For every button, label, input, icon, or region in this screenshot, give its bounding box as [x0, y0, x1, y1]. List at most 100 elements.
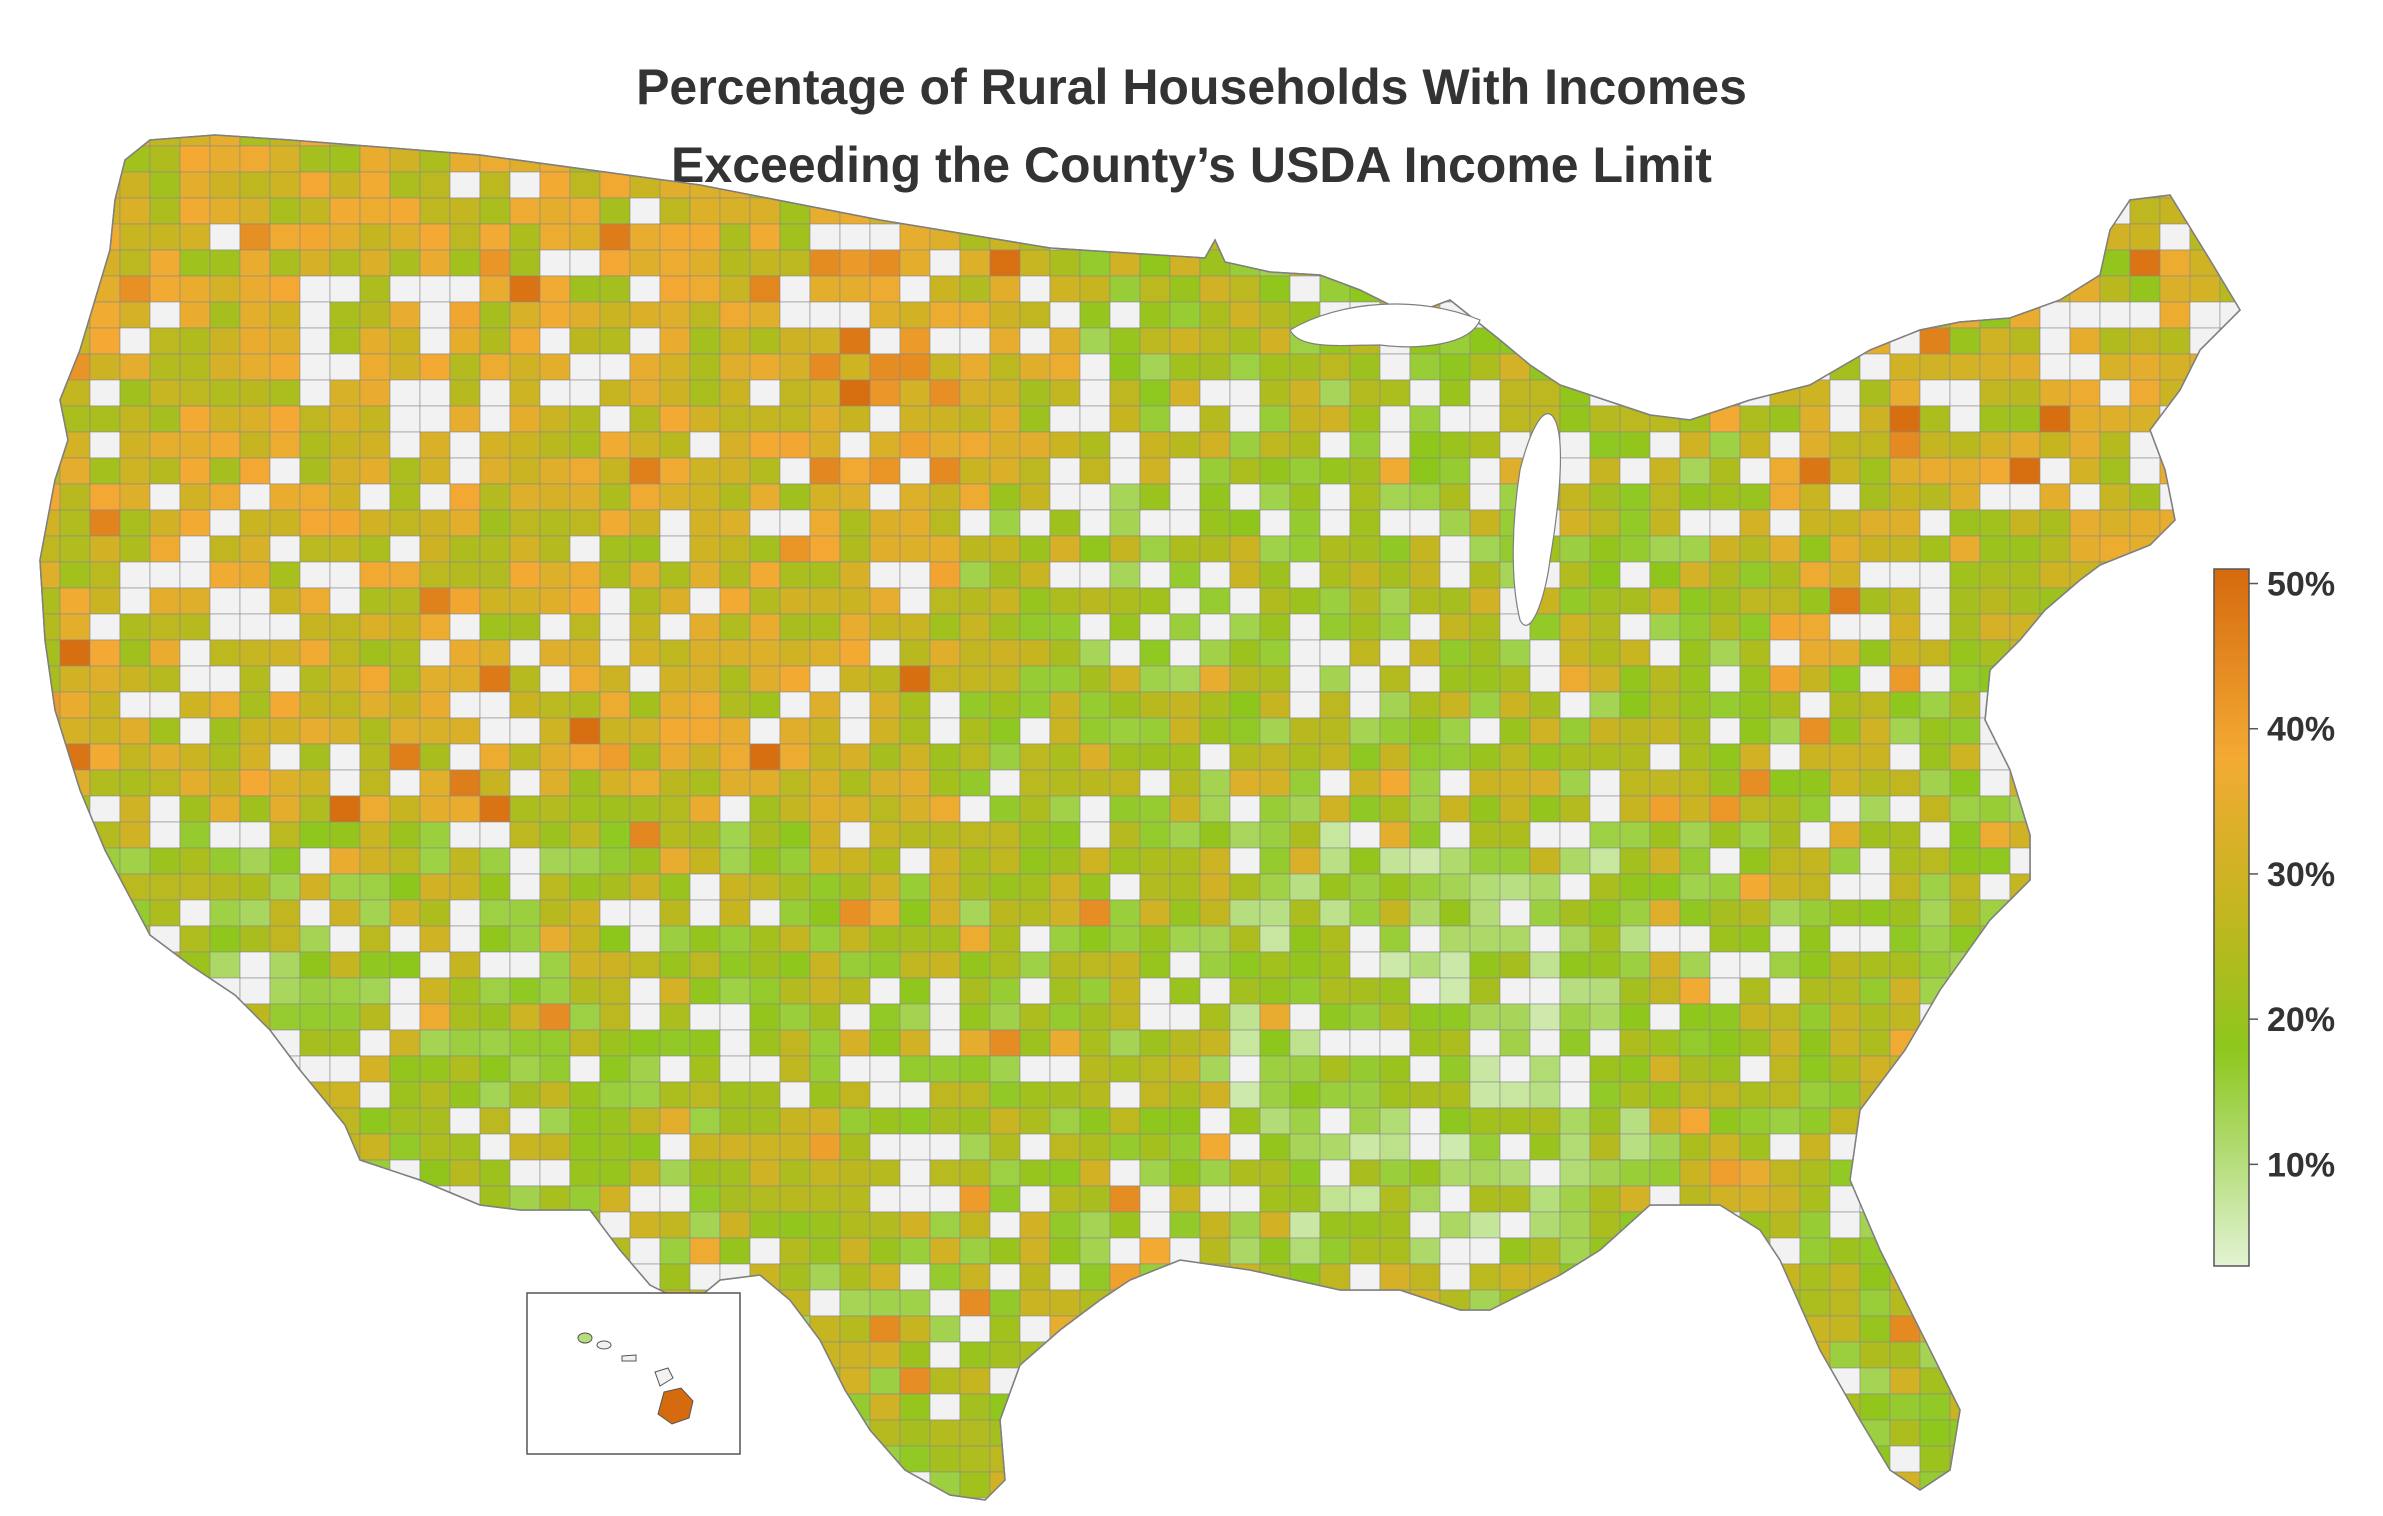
- county-cell: [1289, 1419, 1321, 1447]
- county-cell: [629, 1237, 661, 1265]
- county-cell: [1559, 847, 1591, 875]
- county-cell: [1709, 1497, 1741, 1500]
- county-cell: [359, 1055, 391, 1083]
- county-cell: [2129, 1003, 2161, 1031]
- county-cell: [1649, 1315, 1681, 1343]
- county-cell: [809, 1133, 841, 1161]
- county-cell: [989, 977, 1021, 1005]
- county-cell: [1919, 613, 1951, 641]
- county-cell: [1229, 1315, 1261, 1343]
- county-cell: [1109, 717, 1141, 745]
- county-cell: [239, 1367, 271, 1395]
- county-cell: [539, 197, 571, 225]
- county-cell: [179, 743, 211, 771]
- county-cell: [959, 1211, 991, 1239]
- county-cell: [839, 769, 871, 797]
- county-cell: [1979, 483, 2011, 511]
- county-cell: [2099, 353, 2131, 381]
- county-cell: [2129, 509, 2161, 537]
- county-cell: [299, 1393, 331, 1421]
- county-cell: [1349, 1471, 1381, 1499]
- county-cell: [899, 1497, 931, 1500]
- county-cell: [1049, 431, 1081, 459]
- county-cell: [1589, 977, 1621, 1005]
- county-cell: [2189, 1341, 2221, 1369]
- county-cell: [2250, 354, 2280, 380]
- county-cell: [59, 899, 91, 927]
- county-cell: [1739, 135, 1771, 147]
- county-cell: [1979, 353, 2011, 381]
- county-cell: [149, 1133, 181, 1161]
- county-cell: [1979, 275, 2011, 303]
- county-cell: [809, 1211, 841, 1239]
- county-cell: [659, 1107, 691, 1135]
- county-cell: [989, 145, 1021, 173]
- county-cell: [1559, 639, 1591, 667]
- county-cell: [1589, 327, 1621, 355]
- county-cell: [1469, 1289, 1501, 1317]
- county-cell: [1859, 405, 1891, 433]
- county-cell: [1019, 457, 1051, 485]
- county-cell: [869, 1471, 901, 1499]
- county-cell: [1649, 535, 1681, 563]
- county-cell: [1409, 613, 1441, 641]
- county-cell: [239, 899, 271, 927]
- county-cell: [1859, 1315, 1891, 1343]
- county-cell: [119, 1419, 151, 1447]
- county-cell: [1199, 327, 1231, 355]
- county-cell: [1679, 587, 1711, 615]
- county-cell: [2009, 743, 2041, 771]
- county-cell: [1709, 1237, 1741, 1265]
- county-cell: [1979, 1393, 2011, 1421]
- county-cell: [1199, 431, 1231, 459]
- county-cell: [779, 1211, 811, 1239]
- county-cell: [1559, 1497, 1591, 1500]
- county-cell: [1679, 275, 1711, 303]
- county-cell: [629, 847, 661, 875]
- county-cell: [1919, 483, 1951, 511]
- county-cell: [1799, 899, 1831, 927]
- county-cell: [1859, 483, 1891, 511]
- county-cell: [1679, 1341, 1711, 1369]
- county-cell: [1109, 1419, 1141, 1447]
- county-cell: [1199, 1211, 1231, 1239]
- county-cell: [1379, 873, 1411, 901]
- county-cell: [959, 613, 991, 641]
- county-cell: [569, 1081, 601, 1109]
- county-cell: [1859, 509, 1891, 537]
- county-cell: [479, 1315, 511, 1343]
- county-cell: [1049, 405, 1081, 433]
- county-cell: [569, 769, 601, 797]
- county-cell: [1919, 795, 1951, 823]
- county-cell: [1469, 249, 1501, 277]
- county-cell: [1499, 1315, 1531, 1343]
- county-cell: [899, 1263, 931, 1291]
- county-cell: [1319, 1471, 1351, 1499]
- county-cell: [119, 1263, 151, 1291]
- county-cell: [1079, 639, 1111, 667]
- county-cell: [1739, 327, 1771, 355]
- county-cell: [449, 1237, 481, 1265]
- county-cell: [1169, 769, 1201, 797]
- county-cell: [2250, 1420, 2280, 1446]
- county-cell: [1799, 1263, 1831, 1291]
- county-cell: [1589, 1289, 1621, 1317]
- county-cell: [899, 535, 931, 563]
- county-cell: [689, 1107, 721, 1135]
- county-cell: [2159, 1029, 2191, 1057]
- county-cell: [2099, 1497, 2131, 1500]
- county-cell: [329, 847, 361, 875]
- county-cell: [1289, 353, 1321, 381]
- county-cell: [1049, 483, 1081, 511]
- county-cell: [1919, 1185, 1951, 1213]
- county-cell: [779, 769, 811, 797]
- county-cell: [239, 483, 271, 511]
- county-cell: [1829, 1237, 1861, 1265]
- county-cell: [1829, 613, 1861, 641]
- county-cell: [359, 561, 391, 589]
- county-cell: [1019, 1003, 1051, 1031]
- county-cell: [1229, 691, 1261, 719]
- county-cell: [449, 1107, 481, 1135]
- county-cell: [89, 561, 121, 589]
- county-cell: [839, 1055, 871, 1083]
